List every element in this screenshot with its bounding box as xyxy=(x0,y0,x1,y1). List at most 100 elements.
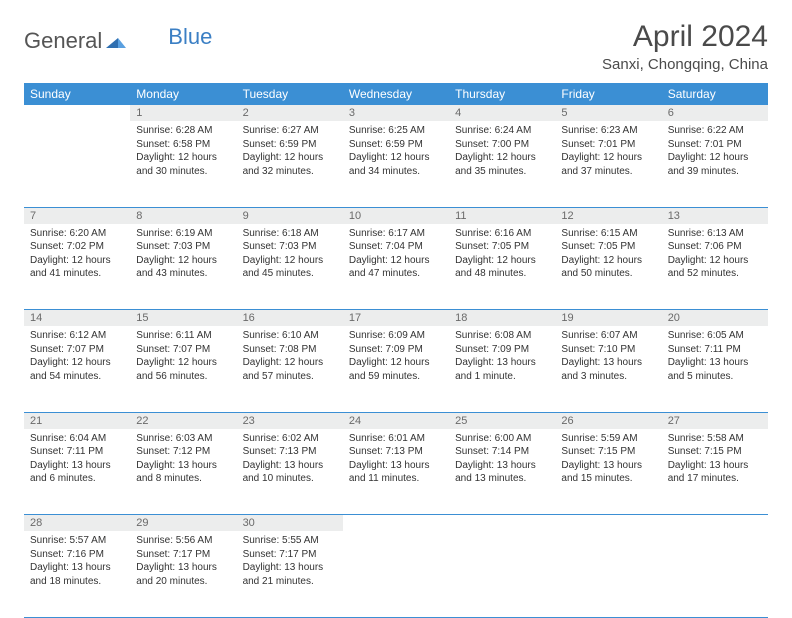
day2-line: and 37 minutes. xyxy=(561,165,655,179)
sunset-line: Sunset: 7:10 PM xyxy=(561,343,655,357)
day1-line: Daylight: 13 hours xyxy=(561,459,655,473)
day1-line: Daylight: 12 hours xyxy=(243,356,337,370)
day-number: 1 xyxy=(130,105,236,121)
day2-line: and 17 minutes. xyxy=(668,472,762,486)
day-number: 4 xyxy=(449,105,555,121)
day2-line: and 30 minutes. xyxy=(136,165,230,179)
sunrise-line: Sunrise: 5:57 AM xyxy=(30,534,124,548)
sunset-line: Sunset: 7:03 PM xyxy=(243,240,337,254)
day1-line: Daylight: 12 hours xyxy=(561,151,655,165)
day-cell: Sunrise: 6:08 AMSunset: 7:09 PMDaylight:… xyxy=(449,326,555,412)
day1-line: Daylight: 13 hours xyxy=(30,459,124,473)
sunset-line: Sunset: 7:11 PM xyxy=(668,343,762,357)
logo-text-1: General xyxy=(24,28,102,54)
sunset-line: Sunset: 7:04 PM xyxy=(349,240,443,254)
day1-line: Daylight: 13 hours xyxy=(30,561,124,575)
day2-line: and 20 minutes. xyxy=(136,575,230,589)
day-number xyxy=(449,515,555,532)
day-cell: Sunrise: 6:00 AMSunset: 7:14 PMDaylight:… xyxy=(449,429,555,515)
daynum-row: 123456 xyxy=(24,105,768,121)
day2-line: and 11 minutes. xyxy=(349,472,443,486)
day2-line: and 43 minutes. xyxy=(136,267,230,281)
day-cell-content: Sunrise: 6:28 AMSunset: 6:58 PMDaylight:… xyxy=(130,121,236,184)
sunrise-line: Sunrise: 6:27 AM xyxy=(243,124,337,138)
logo-mark-icon xyxy=(106,28,126,54)
sunrise-line: Sunrise: 6:09 AM xyxy=(349,329,443,343)
day-cell: Sunrise: 6:12 AMSunset: 7:07 PMDaylight:… xyxy=(24,326,130,412)
sunset-line: Sunset: 7:05 PM xyxy=(561,240,655,254)
day-number: 13 xyxy=(662,207,768,224)
sunrise-line: Sunrise: 5:59 AM xyxy=(561,432,655,446)
day1-line: Daylight: 13 hours xyxy=(455,459,549,473)
day1-line: Daylight: 13 hours xyxy=(561,356,655,370)
day1-line: Daylight: 12 hours xyxy=(455,254,549,268)
weekday-header: Wednesday xyxy=(343,83,449,105)
day-cell: Sunrise: 6:27 AMSunset: 6:59 PMDaylight:… xyxy=(237,121,343,207)
sunrise-line: Sunrise: 6:00 AM xyxy=(455,432,549,446)
sunrise-line: Sunrise: 6:01 AM xyxy=(349,432,443,446)
content-row: Sunrise: 5:57 AMSunset: 7:16 PMDaylight:… xyxy=(24,531,768,617)
day1-line: Daylight: 12 hours xyxy=(136,356,230,370)
day-number xyxy=(555,515,661,532)
day-cell-content: Sunrise: 6:24 AMSunset: 7:00 PMDaylight:… xyxy=(449,121,555,184)
day-cell xyxy=(555,531,661,617)
day2-line: and 41 minutes. xyxy=(30,267,124,281)
day-cell-content: Sunrise: 6:02 AMSunset: 7:13 PMDaylight:… xyxy=(237,429,343,492)
day-number: 8 xyxy=(130,207,236,224)
day-cell-content: Sunrise: 6:25 AMSunset: 6:59 PMDaylight:… xyxy=(343,121,449,184)
day-number: 19 xyxy=(555,310,661,327)
day-cell-content: Sunrise: 6:12 AMSunset: 7:07 PMDaylight:… xyxy=(24,326,130,389)
day-cell: Sunrise: 5:58 AMSunset: 7:15 PMDaylight:… xyxy=(662,429,768,515)
day-cell: Sunrise: 6:16 AMSunset: 7:05 PMDaylight:… xyxy=(449,224,555,310)
weekday-header: Monday xyxy=(130,83,236,105)
day-number: 9 xyxy=(237,207,343,224)
day-cell: Sunrise: 6:20 AMSunset: 7:02 PMDaylight:… xyxy=(24,224,130,310)
day-number: 7 xyxy=(24,207,130,224)
day-number: 20 xyxy=(662,310,768,327)
day-number: 22 xyxy=(130,412,236,429)
day-cell: Sunrise: 6:19 AMSunset: 7:03 PMDaylight:… xyxy=(130,224,236,310)
day2-line: and 5 minutes. xyxy=(668,370,762,384)
day-cell: Sunrise: 6:17 AMSunset: 7:04 PMDaylight:… xyxy=(343,224,449,310)
day1-line: Daylight: 13 hours xyxy=(349,459,443,473)
day-cell-content: Sunrise: 5:55 AMSunset: 7:17 PMDaylight:… xyxy=(237,531,343,594)
sunset-line: Sunset: 6:58 PM xyxy=(136,138,230,152)
day1-line: Daylight: 12 hours xyxy=(349,151,443,165)
day-cell-content: Sunrise: 6:08 AMSunset: 7:09 PMDaylight:… xyxy=(449,326,555,389)
content-row: Sunrise: 6:20 AMSunset: 7:02 PMDaylight:… xyxy=(24,224,768,310)
day-number xyxy=(24,105,130,121)
day1-line: Daylight: 13 hours xyxy=(136,459,230,473)
day2-line: and 15 minutes. xyxy=(561,472,655,486)
sunset-line: Sunset: 7:17 PM xyxy=(243,548,337,562)
day2-line: and 1 minute. xyxy=(455,370,549,384)
sunset-line: Sunset: 7:09 PM xyxy=(349,343,443,357)
day2-line: and 54 minutes. xyxy=(30,370,124,384)
sunset-line: Sunset: 7:08 PM xyxy=(243,343,337,357)
sunset-line: Sunset: 6:59 PM xyxy=(243,138,337,152)
sunset-line: Sunset: 7:11 PM xyxy=(30,445,124,459)
day-number: 5 xyxy=(555,105,661,121)
day-cell-content: Sunrise: 6:16 AMSunset: 7:05 PMDaylight:… xyxy=(449,224,555,287)
sunrise-line: Sunrise: 6:07 AM xyxy=(561,329,655,343)
day-number: 27 xyxy=(662,412,768,429)
day1-line: Daylight: 13 hours xyxy=(455,356,549,370)
weekday-header: Friday xyxy=(555,83,661,105)
day2-line: and 6 minutes. xyxy=(30,472,124,486)
day-cell-content: Sunrise: 6:13 AMSunset: 7:06 PMDaylight:… xyxy=(662,224,768,287)
day-number: 3 xyxy=(343,105,449,121)
day-number: 23 xyxy=(237,412,343,429)
day2-line: and 45 minutes. xyxy=(243,267,337,281)
sunset-line: Sunset: 7:15 PM xyxy=(561,445,655,459)
calendar-table: Sunday Monday Tuesday Wednesday Thursday… xyxy=(24,83,768,618)
day-cell: Sunrise: 5:55 AMSunset: 7:17 PMDaylight:… xyxy=(237,531,343,617)
sunrise-line: Sunrise: 6:16 AM xyxy=(455,227,549,241)
day-cell: Sunrise: 6:05 AMSunset: 7:11 PMDaylight:… xyxy=(662,326,768,412)
day-number: 25 xyxy=(449,412,555,429)
day2-line: and 50 minutes. xyxy=(561,267,655,281)
day-number: 21 xyxy=(24,412,130,429)
sunrise-line: Sunrise: 5:56 AM xyxy=(136,534,230,548)
day-cell: Sunrise: 6:28 AMSunset: 6:58 PMDaylight:… xyxy=(130,121,236,207)
sunrise-line: Sunrise: 6:05 AM xyxy=(668,329,762,343)
day-number: 29 xyxy=(130,515,236,532)
sunrise-line: Sunrise: 6:22 AM xyxy=(668,124,762,138)
